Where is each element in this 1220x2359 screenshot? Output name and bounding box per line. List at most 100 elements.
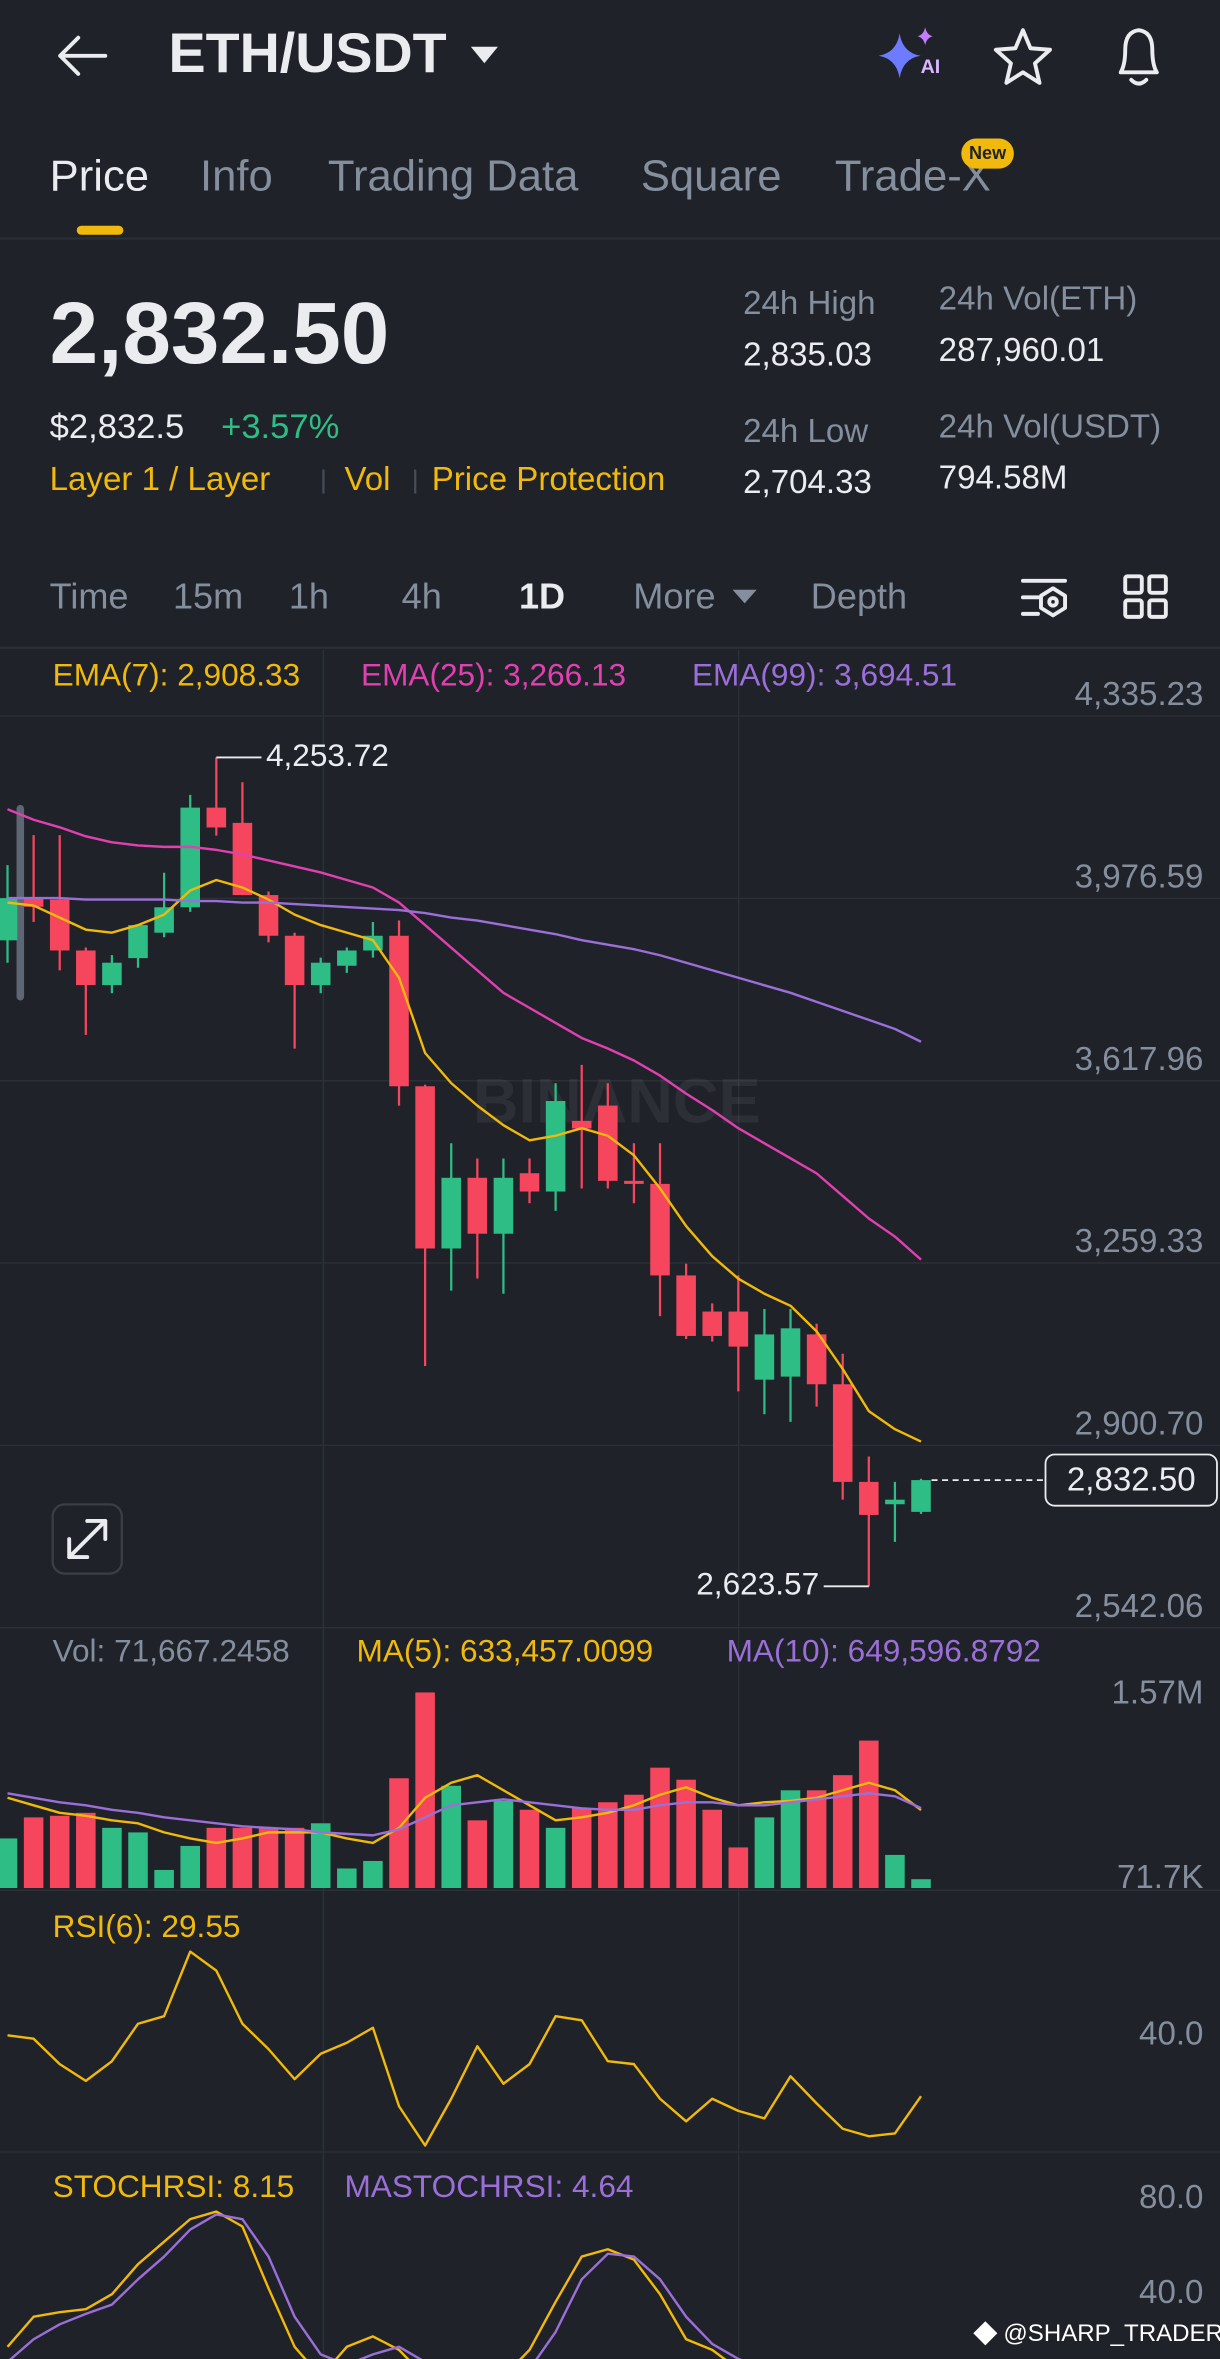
candle-body <box>493 1177 514 1234</box>
volume-bar <box>258 1827 279 1889</box>
volume-bar <box>911 1879 931 1889</box>
indicator-line <box>7 1774 922 1845</box>
candle-body <box>154 907 174 933</box>
candle-body <box>859 1481 879 1515</box>
candle-body <box>728 1311 749 1347</box>
interval[interactable]: Time <box>50 575 129 616</box>
favorite-button[interactable] <box>993 28 1052 85</box>
y-tick-label: 2,542.06 <box>1075 1588 1204 1625</box>
tab[interactable]: Trading Data <box>328 153 579 201</box>
indicator-line <box>9 2213 742 2359</box>
candle-body <box>885 1499 905 1505</box>
stat-label: 24h Low <box>743 413 868 450</box>
volume-bar <box>232 1827 253 1889</box>
expand-button[interactable] <box>51 1503 123 1575</box>
pair-title[interactable]: ETH/USDT <box>168 22 446 84</box>
more-dropdown[interactable] <box>732 589 757 604</box>
interval[interactable]: 1D <box>519 575 565 616</box>
volume-bar <box>467 1820 488 1889</box>
volume-bar <box>102 1827 122 1889</box>
candle-body <box>467 1177 488 1234</box>
tag[interactable]: Layer 1 / Layer <box>50 461 271 498</box>
ai-label: AI <box>921 56 941 78</box>
pair-dropdown[interactable] <box>470 46 498 64</box>
tag[interactable]: Price Protection <box>432 461 666 498</box>
interval[interactable]: 4h <box>402 575 442 616</box>
indicator-settings[interactable] <box>1020 578 1068 618</box>
volume-bar <box>363 1860 383 1889</box>
legend-entry: MA(10): 649,596.8792 <box>727 1633 1041 1669</box>
volume-bar <box>859 1740 879 1889</box>
candle-body <box>832 1384 853 1482</box>
volume-bar <box>806 1790 827 1889</box>
volume-bar <box>832 1775 853 1889</box>
legend-entry: MASTOCHRSI: 4.64 <box>344 2168 633 2204</box>
stat-value: 2,704.33 <box>743 464 872 501</box>
annotation-label: 4,253.72 <box>266 737 389 773</box>
volume-bar <box>284 1827 305 1889</box>
alert-button[interactable] <box>1118 28 1159 86</box>
plot-layer: 4,335.23 3,976.59 3,617.96 3,259.33 2,900.70… <box>0 656 1218 2359</box>
candle-body <box>754 1334 775 1380</box>
candle-body <box>650 1183 670 1276</box>
volume-bar <box>702 1809 722 1889</box>
volume-bar <box>571 1808 592 1889</box>
indicator-line <box>7 1792 922 1837</box>
candle-body <box>624 1180 644 1184</box>
last-price-tag <box>1044 1453 1218 1507</box>
tag[interactable]: Vol <box>344 461 390 498</box>
candle-body <box>310 962 331 986</box>
y-tick-label: 3,259.33 <box>1075 1223 1204 1260</box>
candle-body <box>780 1328 801 1377</box>
y-tick-label: 3,617.96 <box>1075 1041 1204 1078</box>
indicator-line <box>7 808 922 1261</box>
volume-bar <box>441 1785 461 1889</box>
y-tick-label: 2,900.70 <box>1075 1406 1204 1443</box>
tab[interactable]: Price <box>50 153 149 201</box>
volume-bar <box>493 1800 514 1889</box>
tab[interactable]: Info <box>200 153 273 201</box>
interval[interactable]: More <box>633 575 715 616</box>
layout-button[interactable] <box>1123 574 1168 619</box>
stat-value: 287,960.01 <box>939 332 1105 369</box>
volume-bar <box>728 1847 749 1889</box>
volume-bar <box>780 1790 801 1889</box>
candle-body <box>598 1105 618 1181</box>
y-tick-label: 80.0 <box>1139 2179 1203 2216</box>
interval[interactable]: 15m <box>173 575 243 616</box>
candle-body <box>128 925 148 959</box>
watermark-text: @SHARP_TRADER <box>1003 2320 1220 2347</box>
ticker: 2,832.50 $2,832.5 +3.57% Layer 1 / Layer… <box>50 281 1161 502</box>
y-tick-label: 1.57M <box>1112 1675 1204 1712</box>
legend-entry: Vol: 71,667.2458 <box>53 1633 290 1669</box>
y-tick-label: 40.0 <box>1139 2274 1203 2311</box>
volume-bar <box>180 1845 200 1889</box>
volume-bar <box>676 1779 696 1889</box>
interval[interactable]: 1h <box>289 575 329 616</box>
volume-bar <box>415 1692 435 1889</box>
annotation-label: 2,623.57 <box>696 1566 819 1602</box>
volume-bar <box>389 1778 409 1889</box>
interval[interactable]: Depth <box>811 575 907 616</box>
legend-entry: RSI(6): 29.55 <box>53 1908 241 1944</box>
interval-bar: Time 15m 1h 4h 1D More Depth <box>0 574 1220 649</box>
tab[interactable]: Square <box>641 153 782 201</box>
candle-body <box>0 898 18 941</box>
volume-bar <box>754 1817 775 1889</box>
y-tick-label: 3,976.59 <box>1075 859 1204 896</box>
volume-bar <box>128 1832 148 1889</box>
y-tick-label: 40.0 <box>1139 2016 1203 2053</box>
ai-icon[interactable] <box>878 33 921 79</box>
candle-body <box>258 895 279 936</box>
candle-body <box>180 807 200 908</box>
volume-bar <box>76 1812 96 1889</box>
grid-layer <box>0 649 1220 2359</box>
volume-bar <box>206 1827 227 1889</box>
volume-bar <box>650 1767 670 1889</box>
volume-bar <box>624 1794 644 1889</box>
candle-body <box>441 1177 461 1249</box>
new-badge-text: New <box>969 143 1007 163</box>
indicator-line <box>7 1950 923 2147</box>
scrollbar <box>16 804 25 1001</box>
back-button[interactable] <box>58 35 108 76</box>
